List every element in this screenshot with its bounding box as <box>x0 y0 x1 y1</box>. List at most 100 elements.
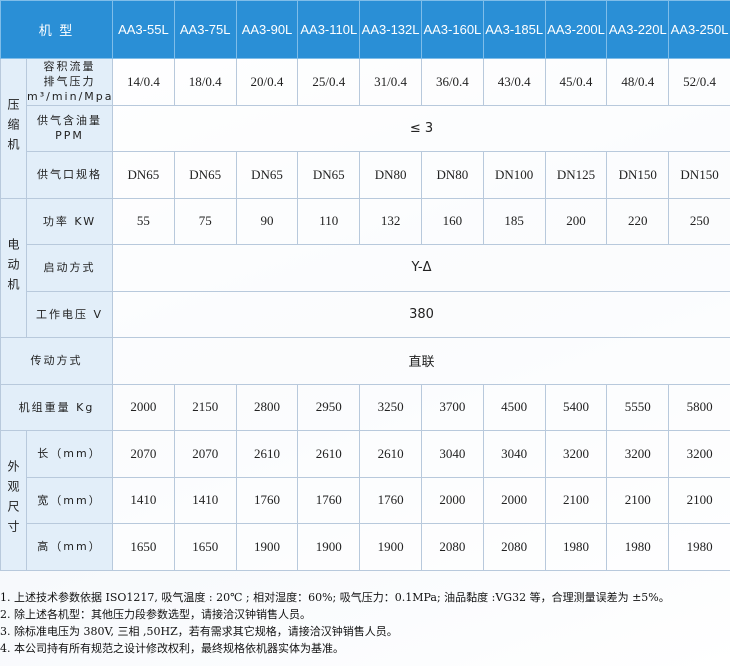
value-cell: 3200 <box>544 430 608 478</box>
spec-row: 压缩机 容积流量 排气压力 m³/min/Mpa 14/0.4 18/0.4 20/0.4 2… <box>0 58 730 199</box>
value-cell: 250 <box>668 197 730 245</box>
value-cell: 2610 <box>359 430 422 478</box>
value-cell: 2610 <box>235 430 299 478</box>
value-cell: 1410 <box>112 476 175 524</box>
value-cell: 25/0.4 <box>297 58 361 106</box>
model-name: AA3-220L <box>606 0 670 59</box>
row-label: 长（mm） <box>26 430 113 478</box>
group-label: 电动机 <box>0 197 27 338</box>
value-cell: 1980 <box>606 523 670 571</box>
row-label: 高（mm） <box>26 523 113 571</box>
row-label: 功率 KW <box>26 197 113 245</box>
value-cell: 2610 <box>297 430 361 478</box>
model-name: AA3-110L <box>297 0 361 59</box>
value-cell: ≤ 3 <box>112 104 730 152</box>
label-line: 供气含油量 <box>37 114 102 128</box>
spec-row: 供气口规格 DN65 DN65 DN65 DN65 DN80 DN80 DN100 DN125 D… <box>1 151 730 199</box>
value-cell: DN150 <box>606 151 670 199</box>
header-row: 机 型 AA3-55L AA3-75L AA3-90L AA3-110L AA3-132L… <box>0 0 730 59</box>
value-cell: 3700 <box>420 383 484 431</box>
value-cell: 5400 <box>544 383 608 431</box>
value-cell: 1650 <box>112 523 175 571</box>
label-line: 容积流量 <box>43 60 96 74</box>
value-cell: 160 <box>420 197 484 245</box>
label-line: 高（mm） <box>37 540 102 554</box>
value-cell: DN65 <box>235 151 299 199</box>
value-cell: 1760 <box>297 476 361 524</box>
value-cell: DN150 <box>668 151 730 199</box>
value-cell: 1760 <box>235 476 299 524</box>
model-name: AA3-55L <box>112 0 175 59</box>
value-cell: 2800 <box>235 383 299 431</box>
spec-row: 工作电压 V 380 <box>1 290 730 338</box>
value-cell: 45/0.4 <box>544 58 608 106</box>
notes: 1. 上述技术参数依据 ISO1217, 吸气温度 : 20℃ ; 相对湿度：6… <box>0 589 670 657</box>
value-cell: 1760 <box>359 476 422 524</box>
value-cell: 380 <box>112 290 730 338</box>
value-cell: 3200 <box>606 430 670 478</box>
label-line: 排气压力 <box>43 75 96 89</box>
note-line: 1. 上述技术参数依据 ISO1217, 吸气温度 : 20℃ ; 相对湿度：6… <box>0 591 670 604</box>
value-cell: 1900 <box>235 523 299 571</box>
row-label: 宽（mm） <box>26 476 113 524</box>
value-cell: 3200 <box>668 430 730 478</box>
spec-row: 机组重量 Kg 2000 2150 2800 2950 3250 3700 4500 5400 5… <box>0 383 730 431</box>
header-title: 机 型 <box>0 0 113 59</box>
row-label: 供气含油量 PPM <box>26 104 113 152</box>
label-line: PPM <box>55 129 84 143</box>
value-cell: 90 <box>235 197 299 245</box>
label-line: 长（mm） <box>37 447 102 461</box>
value-cell: 75 <box>173 197 237 245</box>
value-cell: DN65 <box>297 151 361 199</box>
model-name: AA3-185L <box>482 0 546 59</box>
spec-row: 宽（mm） 1410 1410 1760 1760 1760 2000 2000 2100 210… <box>1 476 730 524</box>
value-cell: 2080 <box>420 523 484 571</box>
value-cell: 1980 <box>668 523 730 571</box>
value-cell: 18/0.4 <box>173 58 237 106</box>
value-cell: 5550 <box>606 383 670 431</box>
label-line: 工作电压 V <box>35 307 104 321</box>
label-line: m³/min/Mpa <box>27 90 114 104</box>
value-cell: 4500 <box>482 383 546 431</box>
value-cell: DN65 <box>173 151 237 199</box>
spec-table: 机 型 AA3-55L AA3-75L AA3-90L AA3-110L AA3-132L… <box>0 0 730 571</box>
row-label: 启动方式 <box>26 244 113 292</box>
value-cell: 直联 <box>112 337 730 385</box>
group-label: 外观尺寸 <box>0 430 27 571</box>
value-cell: DN80 <box>359 151 422 199</box>
label-line: 机组重量 Kg <box>18 400 95 414</box>
note-line: 2. 除上述各机型：其他压力段参数选型，请接洽汉钟销售人员。 <box>0 608 311 621</box>
row-label: 供气口规格 <box>26 151 113 199</box>
note-line: 4. 本公司持有所有规范之设计修改权利，最终规格依机器实体为基准。 <box>0 642 344 655</box>
model-name: AA3-160L <box>420 0 484 59</box>
label-line: 启动方式 <box>43 261 96 275</box>
spec-row: 电动机 功率 KW 55 75 90 110 132 160 185 200 220 250 <box>0 197 730 338</box>
value-cell: 2000 <box>420 476 484 524</box>
model-name: AA3-75L <box>173 0 237 59</box>
value-cell: 220 <box>606 197 670 245</box>
model-name: AA3-90L <box>235 0 299 59</box>
value-cell: 1980 <box>544 523 608 571</box>
value-cell: 52/0.4 <box>668 58 730 106</box>
value-cell: 2070 <box>112 430 175 478</box>
label-line: 宽（mm） <box>37 493 102 507</box>
value-cell: 2080 <box>482 523 546 571</box>
group-label: 压缩机 <box>0 58 27 199</box>
spec-row: 高（mm） 1650 1650 1900 1900 1900 2080 2080 1980 198… <box>1 523 730 571</box>
value-cell: 3040 <box>482 430 546 478</box>
value-cell: 2150 <box>173 383 237 431</box>
value-cell: 132 <box>359 197 422 245</box>
value-cell: 1650 <box>173 523 237 571</box>
value-cell: 2070 <box>173 430 237 478</box>
value-cell: 185 <box>482 197 546 245</box>
value-cell: 5800 <box>668 383 730 431</box>
value-cell: DN125 <box>544 151 608 199</box>
spec-row: 外观尺寸 长（mm） 2070 2070 2610 2610 2610 3040 3040 320… <box>0 430 730 571</box>
value-cell: 3040 <box>420 430 484 478</box>
value-cell: 110 <box>297 197 361 245</box>
model-name: AA3-132L <box>359 0 422 59</box>
value-cell: 1410 <box>173 476 237 524</box>
value-cell: 55 <box>112 197 175 245</box>
value-cell: 1900 <box>297 523 361 571</box>
